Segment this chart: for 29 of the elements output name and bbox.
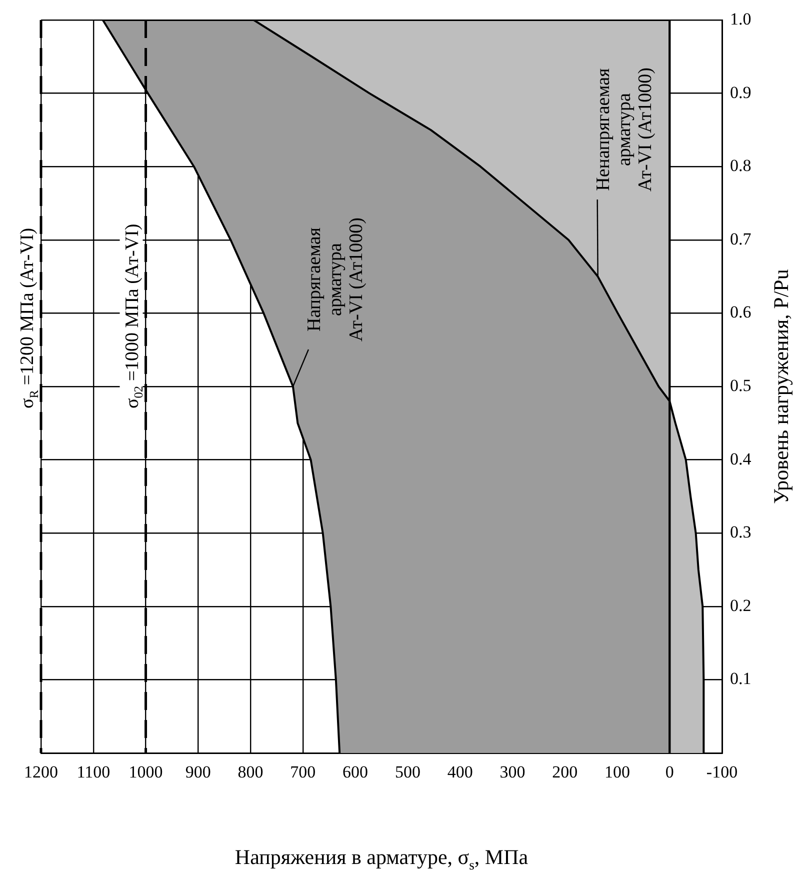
y-tick-label: 0.5 <box>730 376 752 395</box>
y-tick-label: 0.1 <box>730 669 752 688</box>
ref-line-label: σ02 =1000 МПа (Ат-VI) <box>122 224 146 408</box>
y-tick-label: 0.7 <box>730 229 752 248</box>
y-tick-label: 0.2 <box>730 596 752 615</box>
x-tick-label: 800 <box>238 762 264 782</box>
y-tick-label: 0.4 <box>730 449 752 468</box>
y-tick-label: 0.6 <box>730 302 752 322</box>
y-axis-title: Уровень нагружения, P/Pu <box>769 268 793 504</box>
x-tick-label: 1100 <box>76 762 110 782</box>
x-tick-label: 100 <box>604 762 630 782</box>
x-tick-label: 0 <box>665 762 674 782</box>
x-tick-label: 900 <box>185 762 211 782</box>
x-tick-label: 600 <box>342 762 368 782</box>
x-tick-label: 700 <box>290 762 316 782</box>
ref-line-label: σR =1200 МПа (Ат-VI) <box>17 228 41 408</box>
x-tick-label: 300 <box>500 762 526 782</box>
y-tick-label: 0.3 <box>730 522 752 542</box>
y-tick-label: 1.0 <box>730 9 752 28</box>
y-tick-label: 0.9 <box>730 82 752 102</box>
x-tick-label: -100 <box>706 762 738 782</box>
y-tick-label: 0.8 <box>730 156 752 176</box>
annotation: Напрягаемая арматура Ат-VI (Ат1000) <box>304 218 367 342</box>
x-tick-label: 500 <box>394 762 420 782</box>
x-tick-label: 1200 <box>24 762 58 782</box>
x-tick-label: 400 <box>447 762 473 782</box>
annotation: Ненапрягаемая арматура Ат-VI (Ат1000) <box>592 68 656 192</box>
x-tick-label: 200 <box>552 762 578 782</box>
x-tick-label: 1000 <box>128 762 163 782</box>
